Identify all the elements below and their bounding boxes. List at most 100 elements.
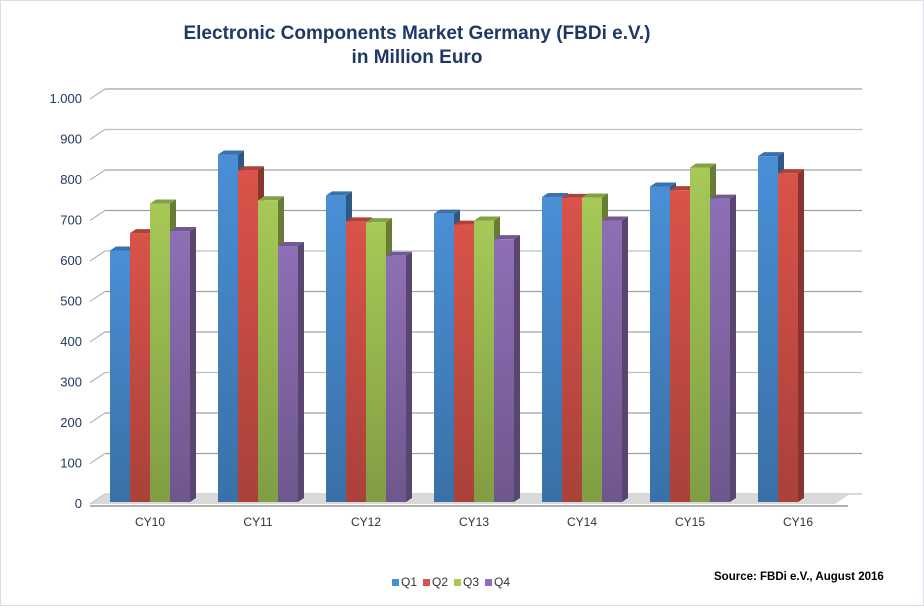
gridline-depth <box>89 453 106 464</box>
legend-label: Q1 <box>401 575 418 589</box>
bar-cy12-q1 <box>326 195 346 503</box>
bar-top <box>326 191 352 196</box>
bar-top <box>386 251 412 256</box>
y-tick-label: 300 <box>60 375 82 390</box>
legend-item: Q1 <box>392 575 417 589</box>
bar-top <box>758 152 784 157</box>
bar-top <box>170 227 196 232</box>
bar-cy15-q2 <box>670 190 690 502</box>
bar-top <box>218 150 244 155</box>
y-tick-label: 1.000 <box>49 91 82 106</box>
bar-cy13-q3 <box>474 220 494 502</box>
bar-cy16-q2 <box>778 173 798 502</box>
bar-cy12-q3 <box>366 222 386 502</box>
bar-cy11-q3 <box>258 200 278 502</box>
bar-top <box>150 199 176 204</box>
bar-cy13-q1 <box>434 213 454 502</box>
legend-item: Q3 <box>454 575 479 589</box>
bar-top <box>670 186 696 191</box>
y-tick-label: 500 <box>60 294 82 309</box>
chart-title: Electronic Components Market Germany (FB… <box>183 23 651 44</box>
bar-cy11-q4 <box>278 246 298 502</box>
bar-top <box>238 166 264 171</box>
bar-cy10-q1 <box>110 250 130 502</box>
legend-swatch <box>485 579 493 587</box>
bar-top <box>650 182 676 187</box>
bar-cy10-q2 <box>130 233 150 502</box>
gridline-depth <box>89 88 106 100</box>
bar-top <box>778 169 804 174</box>
bar-side <box>406 251 412 502</box>
bar-top <box>434 209 460 214</box>
chart-subtitle: in Million Euro <box>351 47 483 68</box>
bar-cy14-q1 <box>542 197 562 502</box>
bar-cy13-q4 <box>494 239 514 502</box>
bar-cy15-q1 <box>650 186 670 502</box>
bar-cy10-q3 <box>150 203 170 502</box>
bar-cy11-q2 <box>238 170 258 502</box>
bar-top <box>542 193 568 198</box>
legend-item: Q4 <box>485 575 510 589</box>
bar-cy14-q3 <box>582 197 602 502</box>
source-note: Source: FBDi e.V., August 2016 <box>714 571 884 583</box>
bar-side <box>190 227 196 502</box>
legend-item: Q2 <box>423 575 448 589</box>
legend-swatch <box>454 579 462 587</box>
legend-label: Q4 <box>494 575 511 589</box>
y-tick-label: 400 <box>60 334 82 349</box>
y-tick-label: 100 <box>60 456 82 471</box>
y-tick-label: 900 <box>60 132 82 147</box>
bar-top <box>366 218 392 223</box>
legend-swatch <box>392 579 399 587</box>
bar-cy15-q4 <box>710 198 730 502</box>
gridline-depth <box>89 291 106 302</box>
bar-side <box>798 169 804 502</box>
bar-top <box>278 242 304 247</box>
bar-top <box>690 163 716 168</box>
bar-side <box>730 194 736 502</box>
bar-cy14-q2 <box>562 197 582 502</box>
x-tick-label: CY10 <box>135 515 165 529</box>
x-tick-label: CY12 <box>351 515 381 529</box>
x-tick-label: CY14 <box>567 515 597 529</box>
x-tick-label: CY13 <box>459 515 489 529</box>
x-tick-label: CY15 <box>675 515 705 529</box>
bar-top <box>582 193 608 198</box>
bar-top <box>562 193 588 198</box>
bar-top <box>110 246 136 251</box>
bar-cy15-q3 <box>690 167 710 502</box>
y-tick-label: 0 <box>75 496 82 511</box>
bar-top <box>710 194 736 199</box>
x-tick-label: CY16 <box>783 515 813 529</box>
legend-label: Q2 <box>432 575 449 589</box>
gridline-depth <box>89 129 106 140</box>
bar-top <box>258 196 284 201</box>
gridline-depth <box>89 250 106 262</box>
y-tick-label: 800 <box>60 172 82 187</box>
legend-label: Q3 <box>463 575 480 589</box>
bar-side <box>514 235 520 502</box>
bar-top <box>346 217 372 222</box>
x-tick-label: CY11 <box>243 515 272 529</box>
bar-side <box>622 216 628 502</box>
legend-swatch <box>423 579 431 587</box>
y-tick-label: 600 <box>60 253 82 268</box>
bar-cy12-q4 <box>386 255 406 502</box>
gridline-depth <box>89 169 106 181</box>
gridline-depth <box>89 331 106 343</box>
bar-top <box>474 216 500 221</box>
legend: Q1 Q2 Q3 Q4 <box>392 575 510 589</box>
bar-cy14-q4 <box>602 220 622 502</box>
y-tick-label: 200 <box>60 415 82 430</box>
gridline-depth <box>89 412 106 424</box>
gridline-depth <box>89 210 106 221</box>
bar-top <box>494 235 520 240</box>
bar-cy12-q2 <box>346 221 366 502</box>
gridline-depth <box>89 372 106 383</box>
bar-cy11-q1 <box>218 154 238 502</box>
bar-cy13-q2 <box>454 224 474 502</box>
bar-top <box>602 216 628 221</box>
bar-top <box>454 220 480 225</box>
bar-side <box>298 242 304 503</box>
